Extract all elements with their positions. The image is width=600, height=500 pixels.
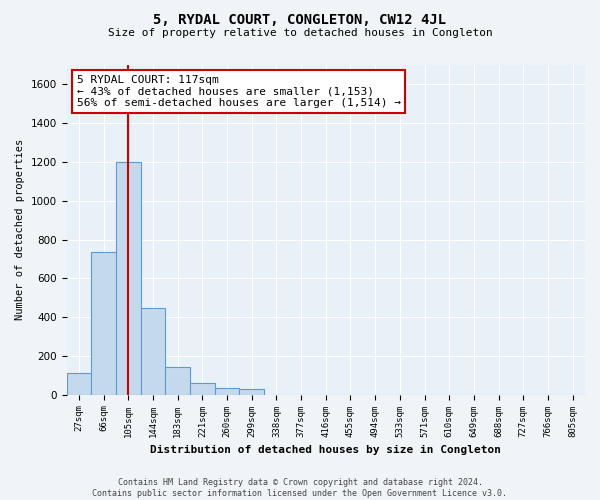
- Text: Contains HM Land Registry data © Crown copyright and database right 2024.
Contai: Contains HM Land Registry data © Crown c…: [92, 478, 508, 498]
- Text: 5, RYDAL COURT, CONGLETON, CW12 4JL: 5, RYDAL COURT, CONGLETON, CW12 4JL: [154, 12, 446, 26]
- Bar: [215, 388, 239, 394]
- Bar: [140, 308, 165, 394]
- Bar: [116, 162, 140, 394]
- X-axis label: Distribution of detached houses by size in Congleton: Distribution of detached houses by size …: [150, 445, 501, 455]
- Bar: [190, 383, 215, 394]
- Bar: [91, 252, 116, 394]
- Bar: [67, 374, 91, 394]
- Text: Size of property relative to detached houses in Congleton: Size of property relative to detached ho…: [107, 28, 493, 38]
- Text: 5 RYDAL COURT: 117sqm
← 43% of detached houses are smaller (1,153)
56% of semi-d: 5 RYDAL COURT: 117sqm ← 43% of detached …: [77, 75, 401, 108]
- Y-axis label: Number of detached properties: Number of detached properties: [15, 139, 25, 320]
- Bar: [239, 389, 264, 394]
- Bar: [165, 366, 190, 394]
